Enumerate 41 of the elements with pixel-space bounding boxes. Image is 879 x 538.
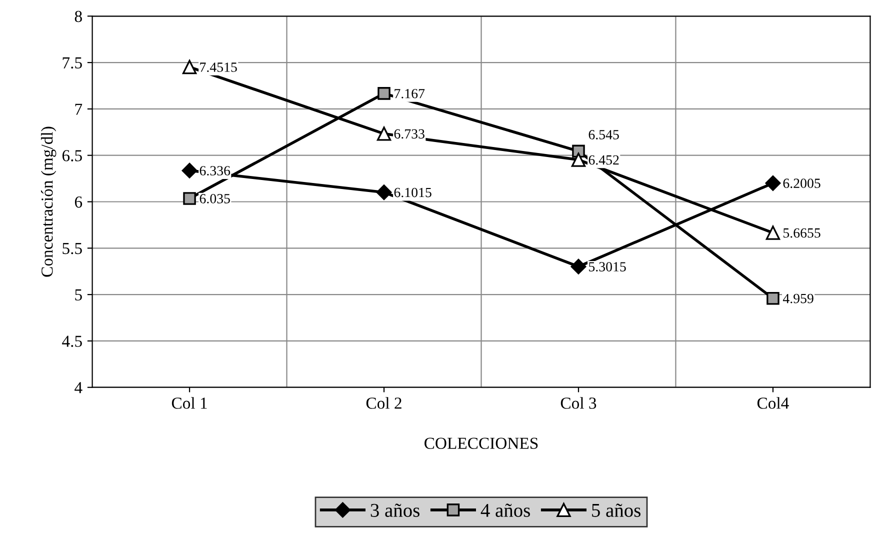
point	[571, 152, 586, 167]
data-label: 5.3015	[589, 262, 626, 272]
y-tick-label: 6	[74, 196, 82, 208]
data-label: 6.545	[588, 130, 619, 140]
legend-label: 5 años	[592, 504, 640, 517]
data-label: 6.452	[588, 155, 619, 165]
data-label: 6.336	[200, 166, 230, 176]
data-label: 5.6655	[784, 228, 820, 238]
point	[376, 126, 392, 141]
x-axis-title: COLECCIONES	[424, 438, 538, 449]
data-label: 6.1015	[394, 188, 432, 198]
point	[182, 162, 198, 178]
data-label: 7.4515	[200, 62, 237, 72]
data-label: 6.035	[200, 194, 230, 204]
point	[378, 87, 390, 100]
data-label: 4.959	[782, 294, 814, 304]
point	[376, 184, 392, 200]
x-tick-label: Col 1	[172, 397, 207, 409]
legend-label: 4 años	[480, 504, 530, 517]
data-label: 7.167	[394, 88, 425, 98]
x-tick-label: Col4	[757, 397, 789, 409]
data-label: 6.2005	[783, 178, 820, 188]
y-tick-label: 5.5	[62, 243, 82, 254]
point	[766, 226, 780, 240]
x-tick-label: Col 2	[366, 397, 402, 409]
data-label: 6.733	[394, 129, 424, 139]
y-tick-label: 7.5	[62, 57, 82, 69]
y-tick-label: 5	[75, 289, 82, 300]
point	[182, 60, 197, 74]
point	[766, 292, 780, 305]
y-tick-label: 6.5	[62, 150, 82, 162]
point	[183, 192, 196, 205]
y-tick-label: 4	[74, 382, 82, 394]
point	[570, 258, 586, 274]
y-tick-label: 8	[74, 10, 82, 22]
y-tick-label: 4.5	[62, 336, 82, 347]
x-tick-label: Col 3	[560, 397, 596, 409]
legend-label: 3 años	[370, 504, 420, 517]
y-axis-title: Concentración (mg/dl)	[41, 126, 56, 277]
point	[765, 175, 781, 191]
y-tick-label: 7	[75, 104, 82, 115]
